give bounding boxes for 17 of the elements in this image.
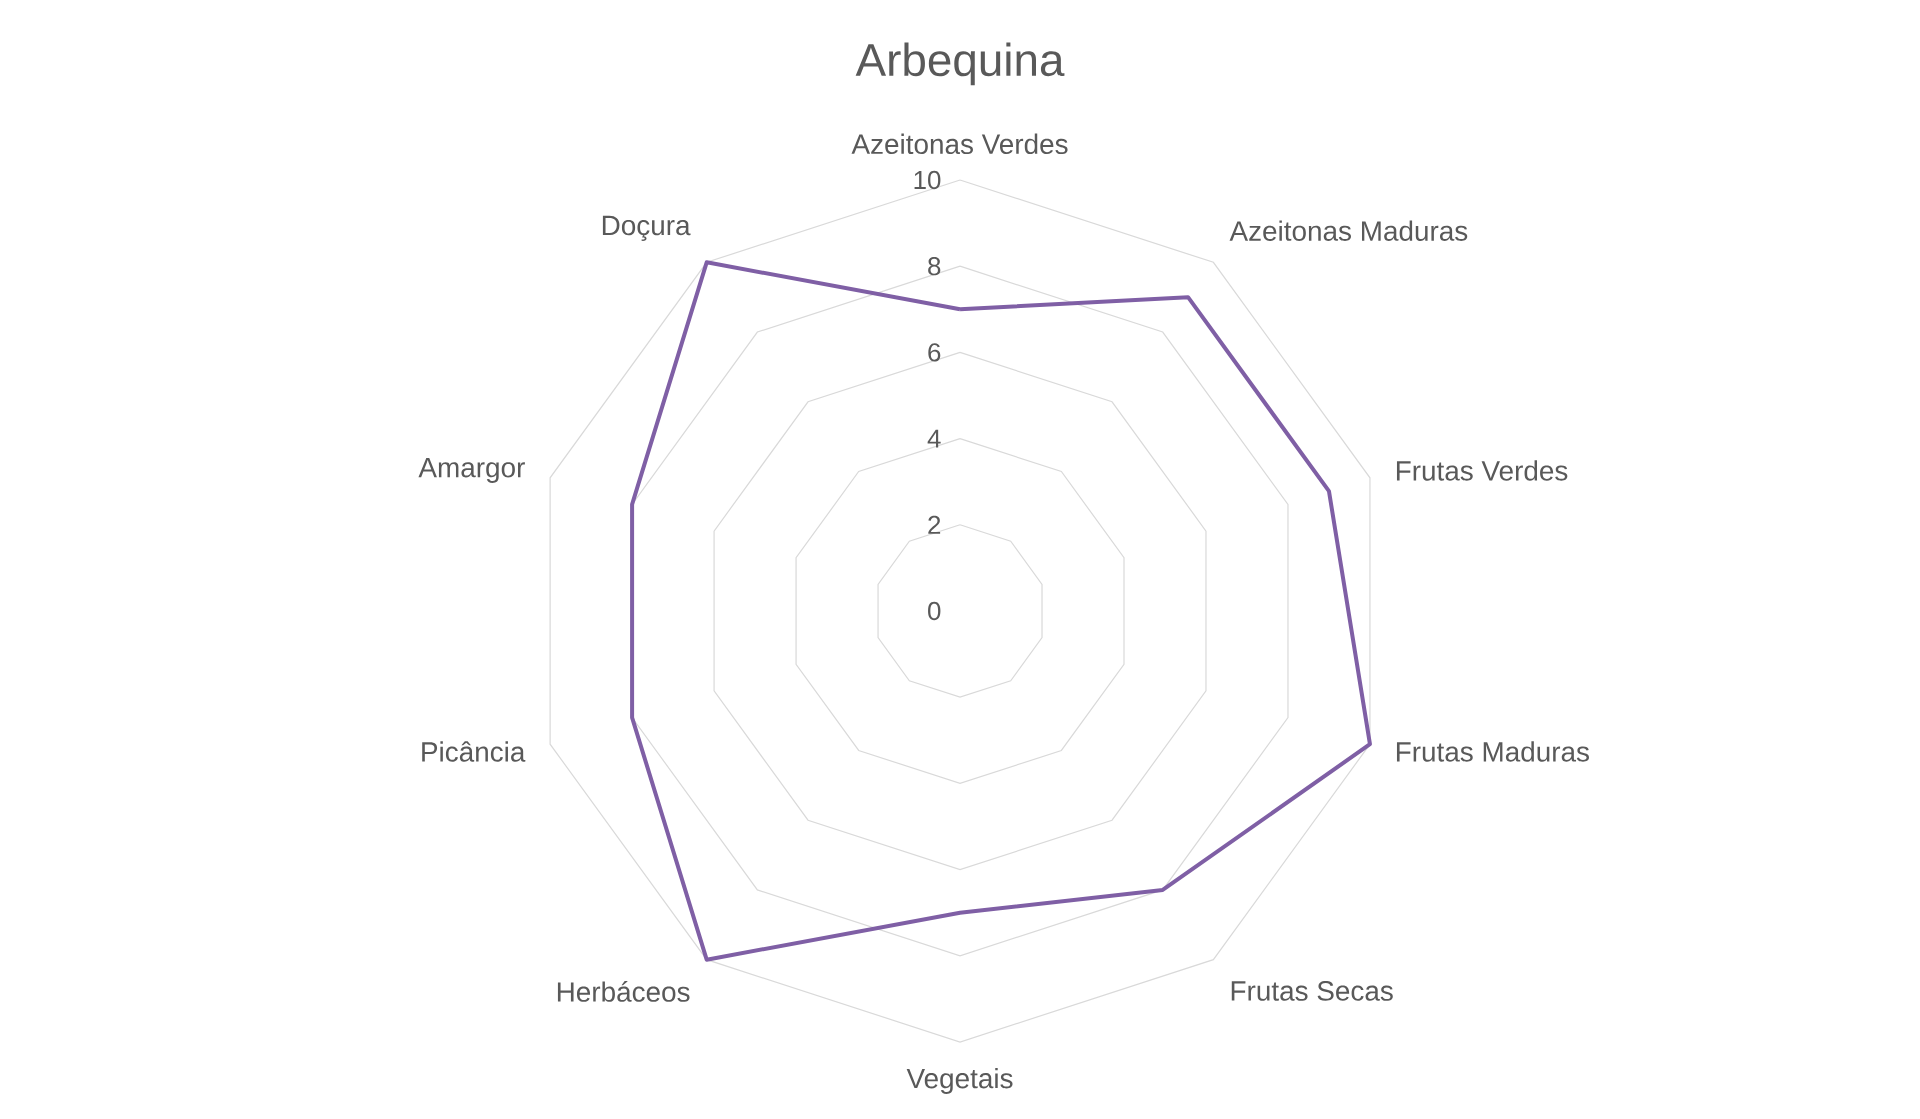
spoke-label: Frutas Secas: [1231, 981, 1393, 1001]
spoke-label: Frutas Maduras: [1396, 741, 1589, 762]
spoke-label: Frutas Verdes: [1396, 460, 1568, 481]
spoke-label: Azeitonas Maduras: [1229, 220, 1468, 241]
y-tick-label: 6: [928, 343, 941, 362]
y-tick-label: 4: [927, 429, 941, 448]
y-tick-label: 8: [928, 257, 941, 276]
spoke-label: Picância: [422, 741, 526, 762]
y-tick-label: 10: [914, 170, 941, 190]
y-tick-label: 0: [928, 601, 941, 621]
spoke-label: Azeitonas Verdes: [851, 133, 1068, 155]
spoke-label: Vegetais: [906, 1067, 1013, 1094]
spoke-label: Doçura: [602, 215, 691, 241]
chart-title: Arbequina: [855, 42, 1065, 86]
spoke-label: Herbáceos: [557, 981, 690, 1002]
y-tick-label: 2: [928, 515, 941, 534]
spoke-label: Amargor: [418, 457, 525, 483]
